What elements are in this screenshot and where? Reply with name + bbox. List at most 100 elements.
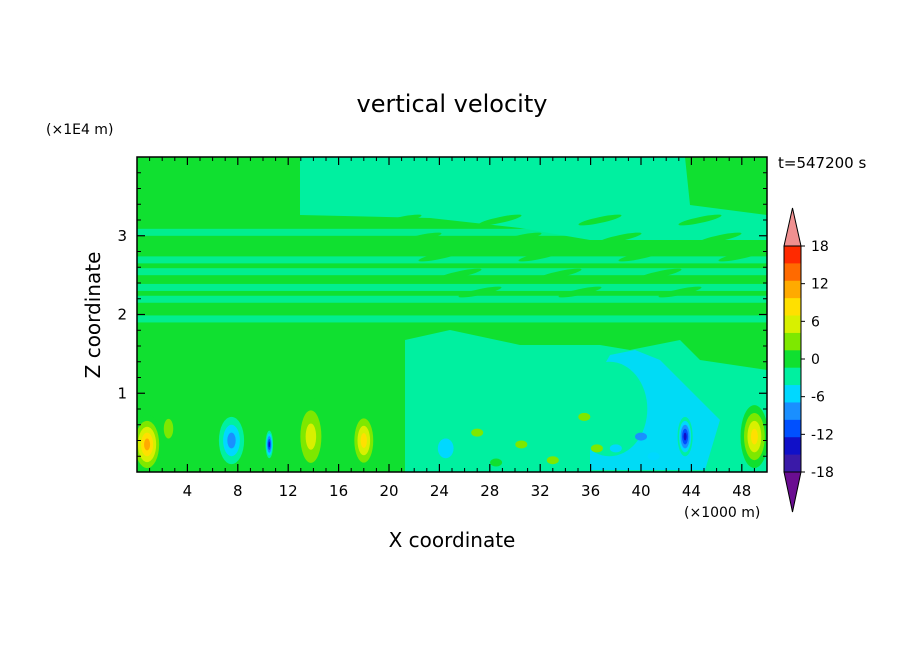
colorbar-swatch xyxy=(784,454,801,473)
x-tick-label: 28 xyxy=(480,482,499,500)
streak-dash xyxy=(398,232,442,244)
x-tick-label: 12 xyxy=(279,482,298,500)
feature-8 xyxy=(677,416,693,457)
feature-9 xyxy=(740,405,767,469)
x-axis: 4 8 12 16 20 24 28 32 36 40 44 48 xyxy=(149,157,755,500)
colorbar-tick-label: 6 xyxy=(811,314,820,330)
streak-dash xyxy=(518,250,562,262)
patch-0 xyxy=(490,458,503,467)
feature-ring xyxy=(360,433,367,448)
x-tick-label: 4 xyxy=(183,482,193,500)
feature-ring xyxy=(163,418,174,439)
x-tick-label: 40 xyxy=(631,482,650,500)
feature-7 xyxy=(571,361,648,457)
streak-dash xyxy=(698,232,742,244)
streak-dash xyxy=(478,214,522,226)
patch-9 xyxy=(647,452,660,461)
feature-2 xyxy=(218,416,245,465)
colorbar-tick-label: -12 xyxy=(811,427,834,443)
x-unit-label: (×1000 m) xyxy=(684,505,760,521)
feature-ring xyxy=(268,441,271,448)
colorbar-swatch xyxy=(784,419,801,438)
chart-title: vertical velocity xyxy=(357,90,548,118)
patch-7 xyxy=(527,428,540,437)
x-tick-label: 16 xyxy=(329,482,348,500)
feature-ring xyxy=(571,361,648,457)
y-tick-label: 1 xyxy=(117,384,127,402)
streak-dash xyxy=(498,232,542,244)
time-label: t=547200 s xyxy=(778,154,866,172)
streak-2 xyxy=(137,295,767,303)
feature-3 xyxy=(265,430,274,459)
feature-0 xyxy=(137,414,163,472)
colorbar-swatch xyxy=(784,385,801,403)
streaks xyxy=(137,214,767,323)
patch-4 xyxy=(609,444,622,453)
streak-dash xyxy=(378,214,422,226)
y-axis-label: Z coordinate xyxy=(81,252,105,379)
colorbar-swatch xyxy=(784,437,801,456)
streak-dash xyxy=(418,250,462,262)
colorbar-tick-label: 12 xyxy=(811,277,829,293)
x-axis-label: X coordinate xyxy=(389,528,516,552)
colorbar-swatch xyxy=(784,263,801,282)
feature-ring xyxy=(437,438,454,459)
upper-region xyxy=(300,157,767,240)
y-axis: 1 2 3 xyxy=(117,172,767,457)
streak-dash xyxy=(638,268,682,280)
colorbar-swatch xyxy=(784,367,801,386)
streak-dash xyxy=(438,268,482,280)
x-tick-label: 32 xyxy=(531,482,550,500)
streak-dash xyxy=(598,232,642,244)
streak-3 xyxy=(137,315,767,323)
streak-dash xyxy=(658,286,702,298)
streak-dash xyxy=(558,286,602,298)
x-tick-label: 20 xyxy=(379,482,398,500)
streak-dash xyxy=(678,214,722,226)
x-tick-label: 24 xyxy=(430,482,449,500)
streak-dash xyxy=(718,250,762,262)
patch-5 xyxy=(635,432,647,441)
colorbar-swatch xyxy=(784,332,801,351)
streak-dash xyxy=(538,268,582,280)
colorbar-min-arrow xyxy=(783,471,802,513)
x-tick-label: 8 xyxy=(233,482,243,500)
streak-dash xyxy=(618,250,662,262)
colorbar-tick-label: 0 xyxy=(811,352,820,368)
feature-1 xyxy=(159,409,178,449)
feature-5 xyxy=(351,410,377,471)
contour-field xyxy=(137,157,767,472)
colorbar-tick-label: 18 xyxy=(811,239,829,255)
colorbar-swatch xyxy=(784,246,801,264)
streak-0 xyxy=(137,256,767,264)
feature-ring xyxy=(750,428,758,445)
feature-ring xyxy=(683,432,687,441)
colorbar-swatch xyxy=(784,280,801,299)
colorbar-tick-label: -6 xyxy=(811,390,825,406)
patch-3 xyxy=(578,412,591,421)
streak-1 xyxy=(137,283,767,291)
y-unit-label: (×1E4 m) xyxy=(46,122,113,138)
patch-1 xyxy=(515,440,528,449)
colorbar-swatch xyxy=(784,298,801,317)
small-patches xyxy=(471,412,660,467)
streak-5 xyxy=(137,268,767,276)
streak-4 xyxy=(137,228,767,236)
patch-8 xyxy=(590,444,603,453)
colorbar-tick-label: -18 xyxy=(811,465,834,481)
feature-ring xyxy=(144,438,151,451)
y-tick-label: 3 xyxy=(117,227,127,245)
colorbar-swatch xyxy=(784,402,801,421)
y-tick-label: 2 xyxy=(117,306,127,324)
colorbar-swatch xyxy=(784,315,801,334)
feature-4 xyxy=(295,397,327,472)
feature-ring xyxy=(305,423,317,450)
x-tick-label: 48 xyxy=(732,482,751,500)
colorbar-swatch xyxy=(784,350,801,369)
patch-6 xyxy=(471,428,484,437)
x-tick-label: 36 xyxy=(581,482,600,500)
feature-ring xyxy=(227,432,236,449)
x-tick-label: 44 xyxy=(682,482,701,500)
feature-6 xyxy=(429,428,462,469)
